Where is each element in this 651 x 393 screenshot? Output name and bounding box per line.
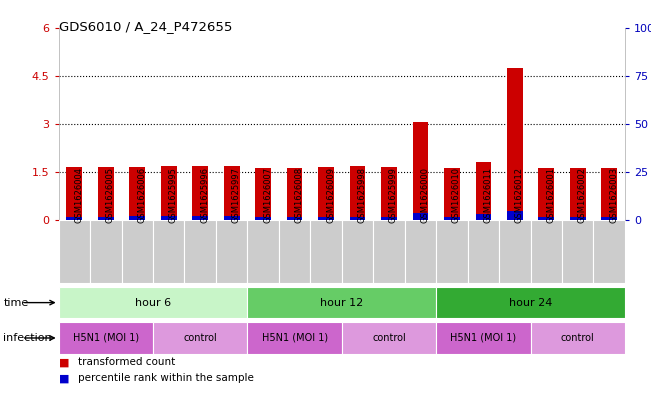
Bar: [436, 322, 531, 354]
Bar: [350, 217, 365, 220]
Bar: [98, 167, 114, 220]
Bar: [192, 165, 208, 220]
Bar: [373, 220, 405, 283]
Bar: [342, 220, 373, 283]
Text: GSM1625996: GSM1625996: [200, 167, 209, 223]
Bar: [59, 220, 90, 283]
Bar: [538, 168, 554, 220]
Text: ■: ■: [59, 373, 69, 383]
Bar: [444, 217, 460, 220]
Text: control: control: [184, 333, 217, 343]
Text: GSM1626005: GSM1626005: [105, 167, 115, 223]
Bar: [161, 216, 176, 220]
Bar: [66, 167, 82, 220]
Bar: [507, 211, 523, 220]
Bar: [311, 220, 342, 283]
Bar: [507, 68, 523, 220]
Text: GSM1626008: GSM1626008: [294, 167, 303, 223]
Bar: [184, 220, 216, 283]
Bar: [381, 217, 397, 220]
Bar: [475, 214, 492, 220]
Text: GSM1626009: GSM1626009: [326, 167, 335, 223]
Bar: [255, 168, 271, 220]
Text: hour 12: hour 12: [320, 298, 363, 308]
Text: GSM1626007: GSM1626007: [263, 167, 272, 223]
Bar: [467, 220, 499, 283]
Text: GSM1626002: GSM1626002: [577, 167, 587, 223]
Text: GSM1626012: GSM1626012: [515, 167, 524, 223]
Bar: [247, 220, 279, 283]
Bar: [436, 287, 625, 318]
Bar: [247, 322, 342, 354]
Bar: [342, 322, 436, 354]
Text: H5N1 (MOI 1): H5N1 (MOI 1): [262, 333, 327, 343]
Bar: [90, 220, 122, 283]
Text: transformed count: transformed count: [78, 358, 175, 367]
Text: time: time: [3, 298, 29, 308]
Bar: [531, 220, 562, 283]
Bar: [602, 168, 617, 220]
Bar: [130, 167, 145, 220]
Bar: [499, 220, 531, 283]
Text: GSM1626001: GSM1626001: [546, 167, 555, 223]
Text: hour 6: hour 6: [135, 298, 171, 308]
Bar: [247, 287, 436, 318]
Text: control: control: [561, 333, 594, 343]
Text: GSM1626006: GSM1626006: [137, 167, 146, 223]
Text: GSM1625998: GSM1625998: [357, 167, 367, 223]
Bar: [286, 168, 303, 220]
Bar: [153, 220, 184, 283]
Bar: [318, 167, 334, 220]
Bar: [161, 167, 176, 220]
Text: infection: infection: [3, 333, 52, 343]
Bar: [279, 220, 311, 283]
Text: GDS6010 / A_24_P472655: GDS6010 / A_24_P472655: [59, 20, 232, 33]
Text: ■: ■: [59, 358, 69, 367]
Text: GSM1625997: GSM1625997: [232, 167, 241, 223]
Bar: [130, 216, 145, 220]
Bar: [444, 168, 460, 220]
Bar: [531, 322, 625, 354]
Bar: [318, 217, 334, 220]
Bar: [59, 322, 153, 354]
Bar: [570, 168, 586, 220]
Text: percentile rank within the sample: percentile rank within the sample: [78, 373, 254, 383]
Bar: [562, 220, 594, 283]
Bar: [413, 122, 428, 220]
Text: GSM1626003: GSM1626003: [609, 167, 618, 223]
Bar: [66, 217, 82, 220]
Bar: [413, 213, 428, 220]
Text: GSM1625999: GSM1625999: [389, 167, 398, 223]
Bar: [122, 220, 153, 283]
Bar: [286, 217, 303, 220]
Text: GSM1626004: GSM1626004: [74, 167, 83, 223]
Bar: [570, 217, 586, 220]
Bar: [538, 217, 554, 220]
Bar: [594, 220, 625, 283]
Text: control: control: [372, 333, 406, 343]
Bar: [98, 217, 114, 220]
Bar: [602, 217, 617, 220]
Text: hour 24: hour 24: [509, 298, 552, 308]
Text: GSM1626000: GSM1626000: [421, 167, 430, 223]
Text: H5N1 (MOI 1): H5N1 (MOI 1): [450, 333, 516, 343]
Bar: [405, 220, 436, 283]
Text: GSM1626011: GSM1626011: [483, 167, 492, 223]
Bar: [224, 166, 240, 220]
Bar: [216, 220, 247, 283]
Bar: [475, 162, 492, 220]
Bar: [381, 167, 397, 220]
Bar: [350, 166, 365, 220]
Bar: [59, 287, 247, 318]
Bar: [153, 322, 247, 354]
Text: GSM1626010: GSM1626010: [452, 167, 461, 223]
Bar: [436, 220, 467, 283]
Bar: [255, 217, 271, 220]
Text: GSM1625995: GSM1625995: [169, 167, 178, 223]
Bar: [224, 216, 240, 220]
Bar: [192, 216, 208, 220]
Text: H5N1 (MOI 1): H5N1 (MOI 1): [73, 333, 139, 343]
